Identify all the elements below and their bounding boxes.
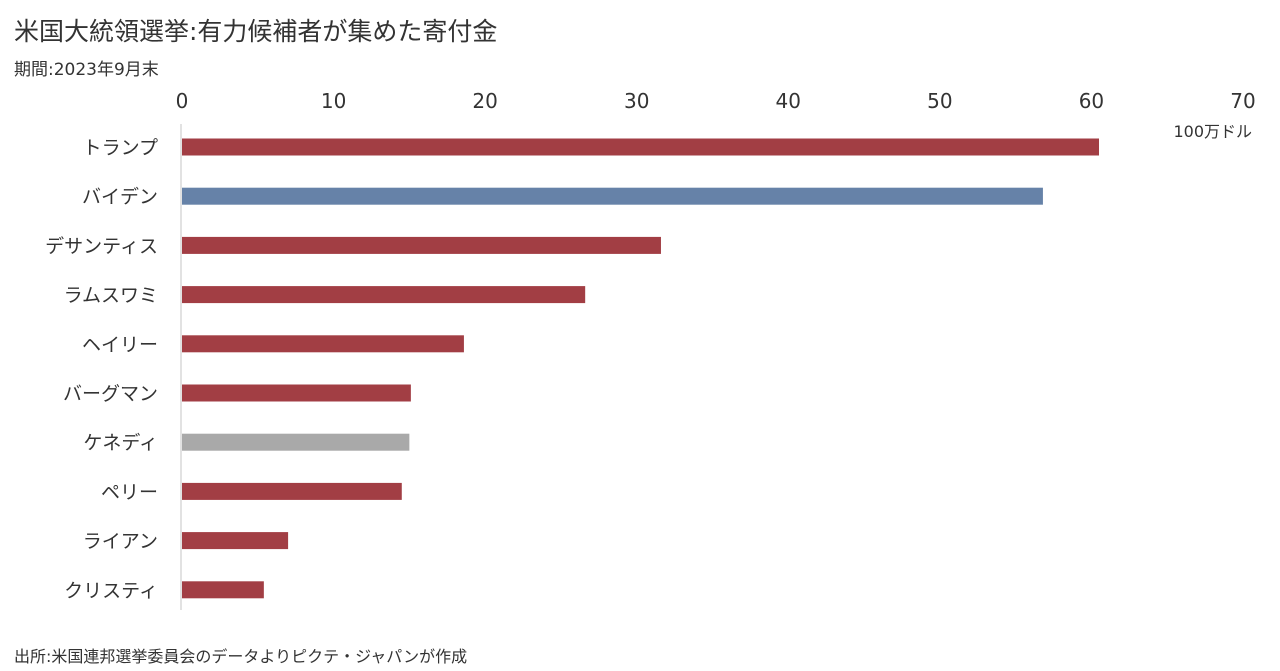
bar [182, 187, 1043, 205]
category-label: デサンティス [45, 235, 158, 257]
category-label: クリスティ [64, 580, 158, 602]
source-note: 出所:米国連邦選挙委員会のデータよりピクテ・ジャパンが作成 [14, 647, 468, 666]
x-tick-label: 10 [321, 89, 346, 113]
category-label: ラムスワミ [64, 285, 158, 307]
bar [182, 482, 402, 500]
category-label: ライアン [83, 531, 158, 553]
bar [182, 138, 1100, 156]
bar [182, 581, 264, 599]
x-tick-label: 20 [472, 89, 497, 113]
bar [182, 236, 661, 254]
bar [182, 335, 464, 353]
x-tick-label: 0 [176, 89, 189, 113]
bar [182, 384, 411, 402]
x-tick-label: 50 [927, 89, 952, 113]
x-tick-label: 70 [1230, 89, 1255, 113]
bar [182, 433, 410, 451]
chart-subtitle: 期間:2023年9月末 [14, 60, 159, 80]
x-tick-label: 30 [624, 89, 649, 113]
bar [182, 286, 586, 304]
x-tick-label: 40 [776, 89, 801, 113]
bar [182, 532, 289, 550]
category-label: バイデン [82, 186, 158, 208]
x-tick-label: 60 [1079, 89, 1104, 113]
category-label: バーグマン [63, 383, 158, 405]
category-label: ケネディ [83, 432, 158, 454]
unit-label: 100万ドル [1173, 122, 1252, 141]
category-label: ヘイリー [82, 334, 158, 356]
category-label: トランプ [83, 137, 158, 159]
chart-title: 米国大統領選挙:有力候補者が集めた寄付金 [14, 17, 498, 46]
category-label: ペリー [101, 481, 158, 503]
